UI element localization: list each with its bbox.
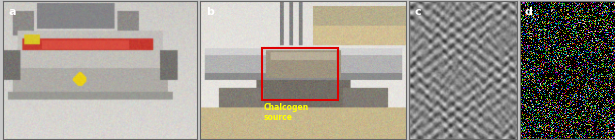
Text: a: a	[9, 7, 17, 17]
Text: c: c	[415, 7, 421, 17]
Text: Chalcogen
source: Chalcogen source	[264, 103, 309, 122]
Bar	[262, 48, 338, 100]
Text: d: d	[525, 7, 533, 17]
Text: b: b	[206, 7, 214, 17]
